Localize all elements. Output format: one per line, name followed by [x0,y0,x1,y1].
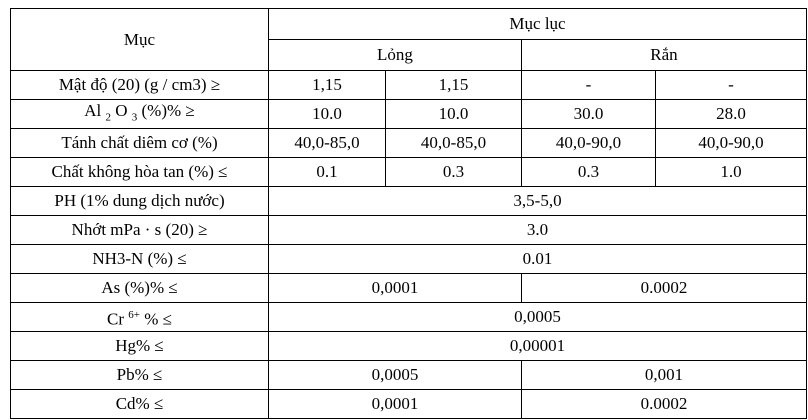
label-part: 3 [131,111,138,124]
value-cell: 0.0002 [521,389,807,419]
header-cell: Lỏng [268,39,522,71]
value-cell: 0,0005 [268,360,522,390]
value-cell: 0.3 [385,157,522,187]
data-row: Hg% ≤0,00001 [10,331,807,361]
data-row: Cr 6+ % ≤0,0005 [10,302,807,332]
data-row: As (%)% ≤0,0001 0.0002 [10,273,807,303]
value-cell: 0,001 [521,360,807,390]
label-part: % ≤ [139,309,172,329]
value-cell: 3,5-5,0 [268,186,807,216]
value-cell: 3.0 [268,215,807,245]
spec-table: Mục Mục lục Lỏng Rắn Mật độ (20) (g / cm… [10,8,807,419]
label-part: Al [84,100,106,120]
value-cell: - [655,70,807,100]
row-label: Chất không hòa tan (%) ≤ [10,157,269,187]
value-cell: 40,0-90,0 [521,128,656,158]
value-cell: 10.0 [268,99,386,129]
row-label: NH3-N (%) ≤ [10,244,269,274]
value-cell: 0,0001 [268,389,522,419]
header-row: Lỏng Rắn [11,39,807,71]
data-row: Nhớt mPa · s (20) ≥3.0 [10,215,807,245]
row-label: As (%)% ≤ [10,273,269,303]
value-cell: 40,0-85,0 [268,128,386,158]
value-cell: 0.3 [521,157,656,187]
value-cell: 30.0 [521,99,656,129]
table-body: Mục Mục lục Lỏng Rắn Mật độ (20) (g / cm… [10,8,807,419]
value-cell: 28.0 [655,99,807,129]
value-cell: 0,0005 [268,302,807,332]
value-cell: 1.0 [655,157,807,187]
value-cell: 0,00001 [268,331,807,361]
header-cell: Rắn [521,39,807,71]
value-cell: - [521,70,656,100]
value-cell: 40,0-85,0 [385,128,522,158]
row-label: Cr 6+ % ≤ [10,302,269,332]
row-label: PH (1% dung dịch nước) [10,186,269,216]
data-row: PH (1% dung dịch nước) 3,5-5,0 [10,186,807,216]
value-cell: 0.1 [268,157,386,187]
row-label: Cd% ≤ [10,389,269,419]
header-cell: Mục [10,8,269,71]
label-part: 2 [105,111,111,124]
label-part: Cr [107,309,129,329]
header-cell: Mục lục [268,8,807,40]
value-cell: 0.0002 [521,273,807,303]
value-cell: 1,15 [268,70,386,100]
label-part: 6+ [128,308,140,321]
row-label: Mật độ (20) (g / cm3) ≥ [10,70,269,100]
row-label: Tánh chất diêm cơ (%) [10,128,269,158]
data-row: Mật độ (20) (g / cm3) ≥1,15 1,15- - [10,70,807,100]
header-row: Mục Mục lục [10,8,807,71]
label-part: (%)% ≥ [137,100,195,120]
row-label: Al 2 O 3 (%)% ≥ [10,99,269,129]
data-row: Tánh chất diêm cơ (%) 40,0-85,0 40,0-85,0 4… [10,128,807,158]
data-row: Cd% ≤0,0001 0.0002 [10,389,807,419]
row-label: Pb% ≤ [10,360,269,390]
row-label: Nhớt mPa · s (20) ≥ [10,215,269,245]
row-label: Hg% ≤ [10,331,269,361]
label-part: O [110,100,132,120]
value-cell: 10.0 [385,99,522,129]
value-cell: 0,0001 [268,273,522,303]
value-cell: 0.01 [268,244,807,274]
data-row: Al 2 O 3 (%)% ≥10.0 10.0 30.0 28.0 [10,99,807,129]
data-row: Pb% ≤0,0005 0,001 [10,360,807,390]
value-cell: 1,15 [385,70,522,100]
data-row: Chất không hòa tan (%) ≤0.1 0.3 0.3 1.0 [10,157,807,187]
value-cell: 40,0-90,0 [655,128,807,158]
data-row: NH3-N (%) ≤0.01 [10,244,807,274]
